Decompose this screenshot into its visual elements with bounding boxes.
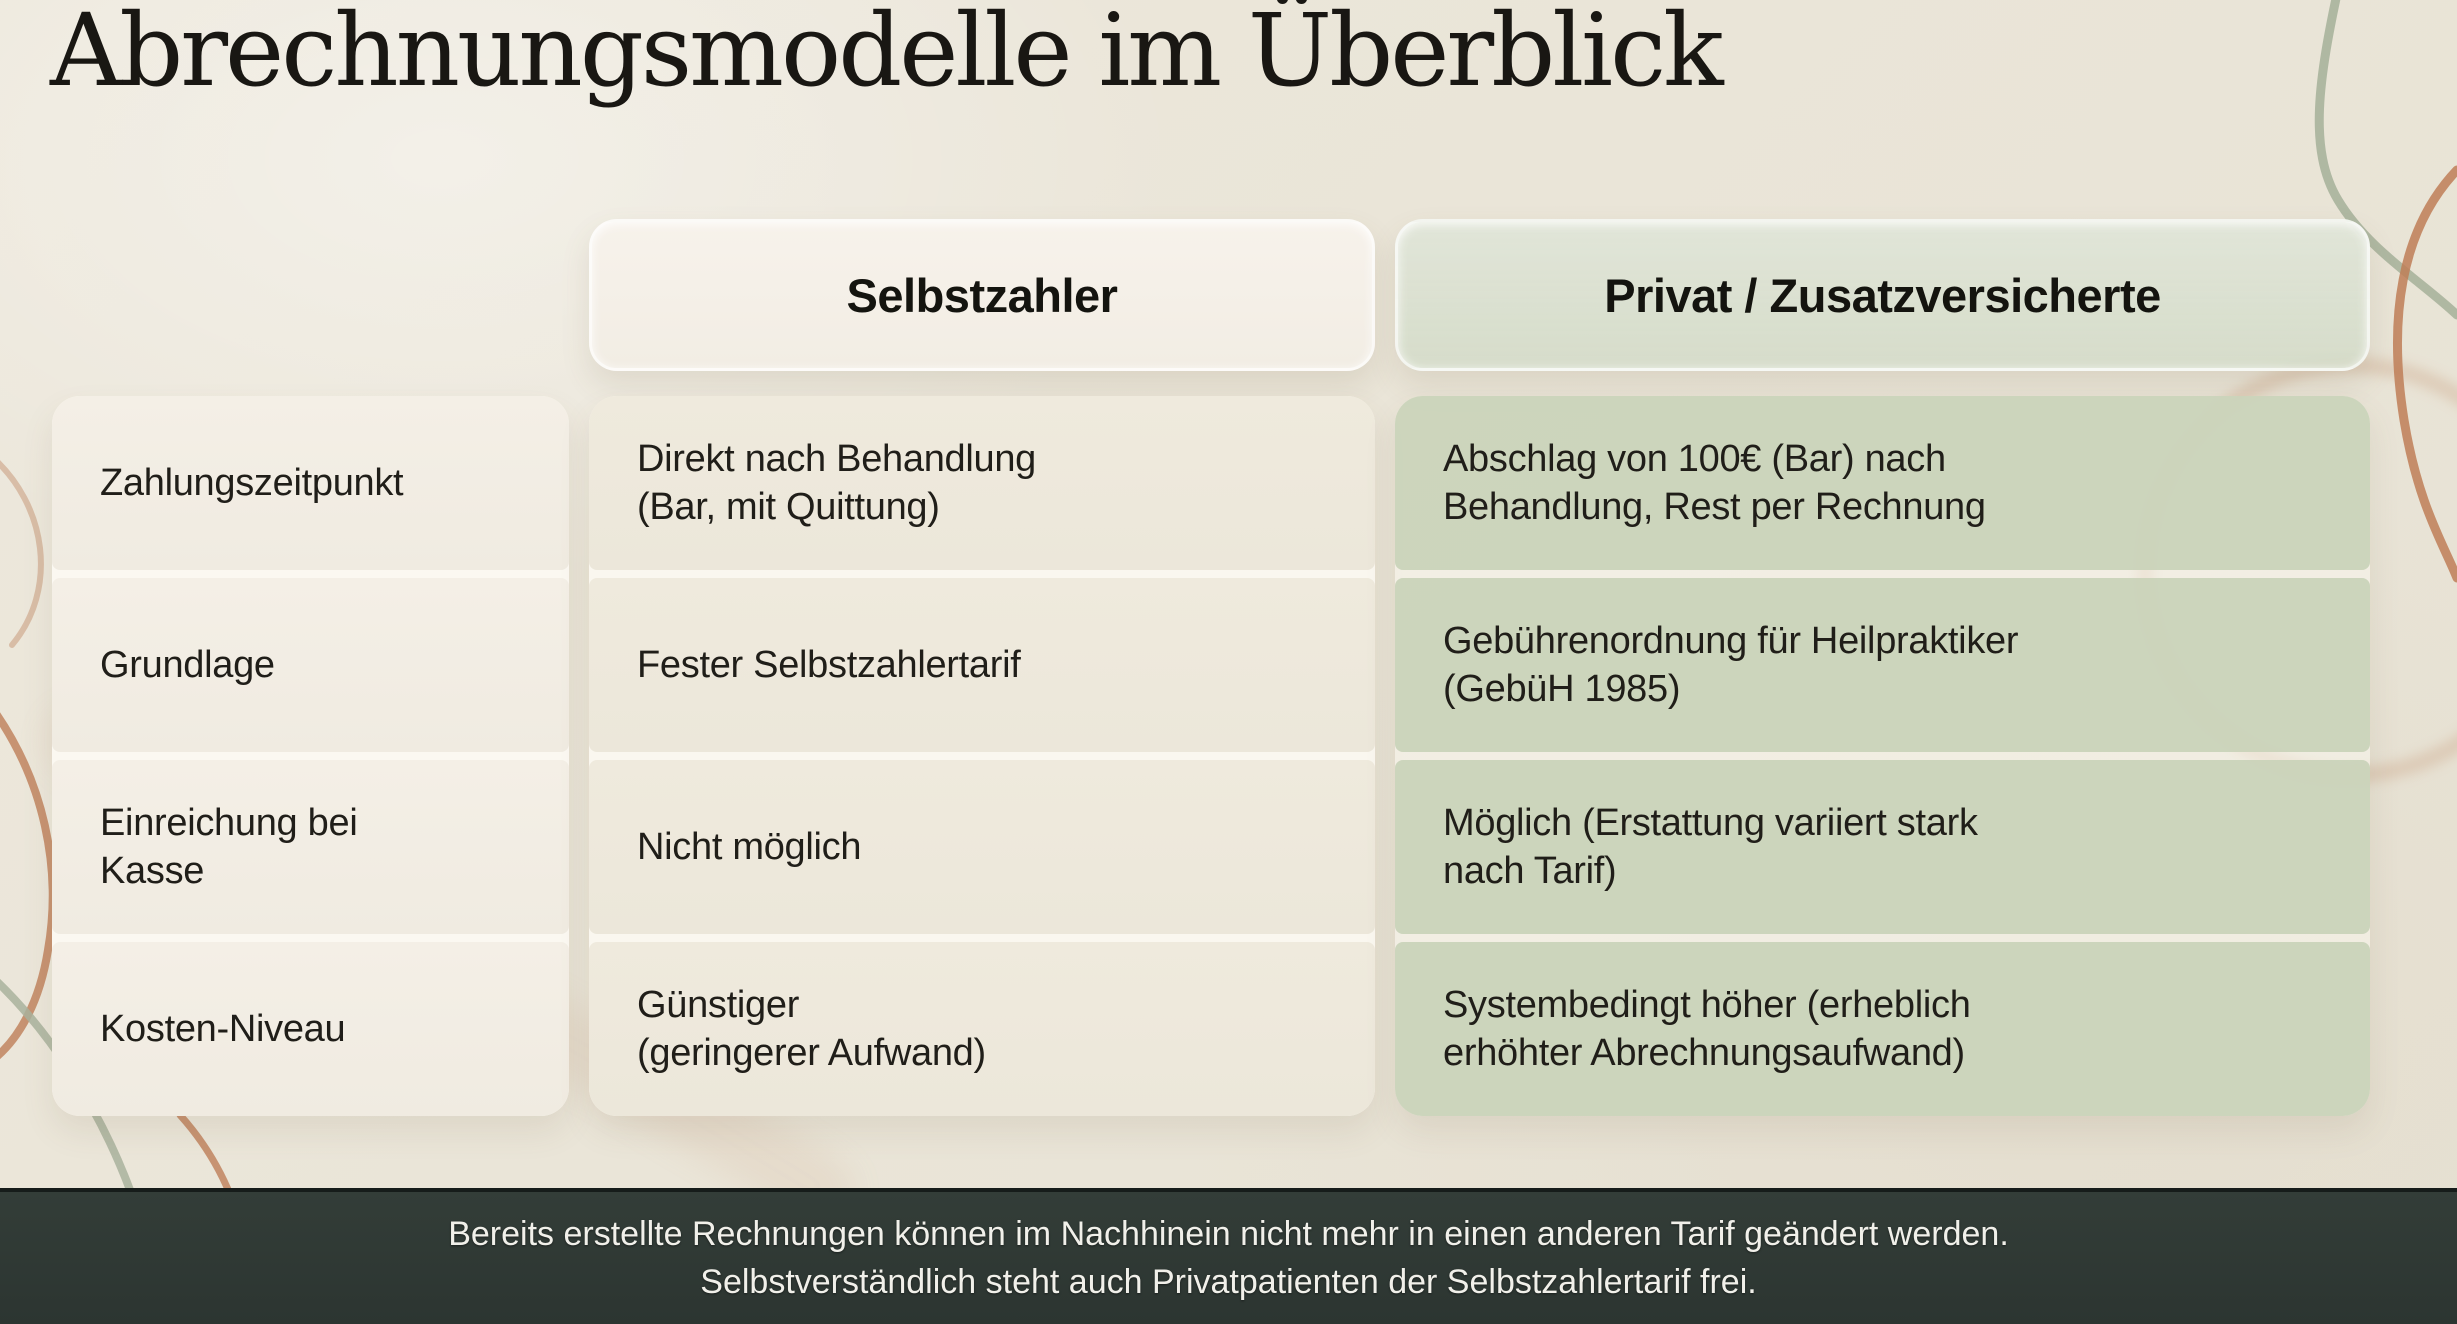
row-label-kosten-niveau: Kosten-Niveau [52, 942, 569, 1116]
footer-note-line-2: Selbstverständlich steht auch Privatpati… [700, 1263, 1757, 1301]
table-header-row: Selbstzahler Privat / Zusatzversicherte [52, 219, 2370, 371]
cell-privat-einreichung: Möglich (Erstattung variiert stark nach … [1395, 760, 2370, 934]
header-spacer [52, 219, 569, 371]
cell-selbstzahler-einreichung: Nicht möglich [589, 760, 1375, 934]
terracotta-curve-left-upper [0, 460, 44, 648]
cell-privat-kosten-niveau: Systembedingt höher (erheblich erhöhter … [1395, 942, 2370, 1116]
privat-zusatzversicherte-column: Abschlag von 100€ (Bar) nach Behandlung,… [1395, 396, 2370, 1116]
terracotta-squiggle-right [2393, 165, 2457, 583]
table-body: Zahlungszeitpunkt Grundlage Einreichung … [52, 396, 2370, 1116]
row-label-zahlungszeitpunkt: Zahlungszeitpunkt [52, 396, 569, 570]
row-label-einreichung-bei-kasse: Einreichung bei Kasse [52, 760, 569, 934]
page-title: Abrechnungsmodelle im Überblick [50, 0, 1724, 109]
footer-note-line-1: Bereits erstellte Rechnungen können im N… [448, 1214, 2009, 1253]
selbstzahler-column: Direkt nach Behandlung (Bar, mit Quittun… [589, 396, 1375, 1116]
cell-privat-zahlungszeitpunkt: Abschlag von 100€ (Bar) nach Behandlung,… [1395, 396, 2370, 570]
column-header-selbstzahler: Selbstzahler [589, 219, 1375, 371]
column-header-privat-zusatzversicherte: Privat / Zusatzversicherte [1395, 219, 2370, 371]
cell-selbstzahler-zahlungszeitpunkt: Direkt nach Behandlung (Bar, mit Quittun… [589, 396, 1375, 570]
footer-note-bar: Bereits erstellte Rechnungen können im N… [0, 1188, 2457, 1324]
comparison-table: Selbstzahler Privat / Zusatzversicherte … [52, 219, 2370, 1116]
terracotta-curve-left [0, 712, 57, 1060]
row-label-grundlage: Grundlage [52, 578, 569, 752]
cell-selbstzahler-grundlage: Fester Selbstzahlertarif [589, 578, 1375, 752]
cell-selbstzahler-kosten-niveau: Günstiger (geringerer Aufwand) [589, 942, 1375, 1116]
cell-privat-grundlage: Gebührenordnung für Heilpraktiker (GebüH… [1395, 578, 2370, 752]
row-label-column: Zahlungszeitpunkt Grundlage Einreichung … [52, 396, 569, 1116]
